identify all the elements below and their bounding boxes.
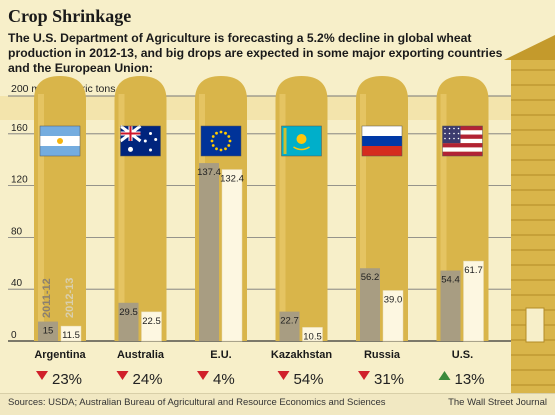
series-label-2011-12: 2011-12 <box>41 278 53 318</box>
data-label-2011-12: 56.2 <box>361 272 380 283</box>
data-label-2011-12: 54.4 <box>441 275 460 286</box>
down-arrow-icon <box>36 371 48 380</box>
data-label-2011-12: 22.7 <box>280 316 299 327</box>
kazakhstan-flag-icon <box>281 125 322 157</box>
chart-title: Crop Shrinkage <box>8 6 132 26</box>
down-arrow-icon <box>197 371 209 380</box>
change-percent: 4% <box>213 371 235 388</box>
y-tick-label: 160 <box>11 123 28 134</box>
y-tick-label: 120 <box>11 175 28 186</box>
bar-2011-12 <box>360 268 380 341</box>
data-label-2011-12: 137.4 <box>197 167 221 178</box>
silo-highlight <box>440 94 447 341</box>
russia-flag-icon <box>361 125 403 157</box>
data-label-2012-13: 11.5 <box>62 330 80 341</box>
bar-2012-13 <box>382 290 404 342</box>
data-label-2011-12: 15 <box>43 326 54 337</box>
bar-2011-12 <box>118 302 139 341</box>
silo-highlight <box>118 94 125 341</box>
barn-roof <box>504 35 555 60</box>
series-label-2012-13: 2012-13 <box>64 278 76 318</box>
bar-2012-13 <box>60 325 82 342</box>
eu-flag-icon <box>200 125 242 157</box>
data-label-2012-13: 61.7 <box>464 265 483 276</box>
change-percent: 54% <box>294 371 324 388</box>
data-label-2012-13: 39.0 <box>384 294 403 305</box>
argentina-flag-icon <box>39 125 81 157</box>
y-tick-label: 40 <box>11 278 23 289</box>
us-flag-icon <box>442 125 483 157</box>
category-label: Argentina <box>34 349 86 361</box>
chart-subtitle: The U.S. Department of Agriculture is fo… <box>8 31 503 75</box>
category-label: Kazakhstan <box>271 349 332 361</box>
down-arrow-icon <box>116 371 129 380</box>
bar-2012-13 <box>302 327 323 342</box>
bar-2011-12 <box>199 163 219 341</box>
bar-2011-12 <box>440 270 461 341</box>
up-arrow-icon <box>438 371 451 380</box>
bar-2012-13 <box>221 169 243 342</box>
down-arrow-icon <box>358 371 370 380</box>
silo-highlight <box>279 94 286 341</box>
category-label: Australia <box>117 349 165 361</box>
data-label-2012-13: 22.5 <box>142 316 161 327</box>
y-tick-label: 80 <box>11 226 23 237</box>
data-label-2012-13: 132.4 <box>220 174 244 185</box>
change-percent: 13% <box>455 371 485 388</box>
data-label-2011-12: 29.5 <box>119 307 138 318</box>
bar-2011-12 <box>38 321 58 341</box>
barn-wall <box>511 60 555 393</box>
barn-door <box>525 307 545 343</box>
category-label: E.U. <box>210 349 231 361</box>
y-tick-label: 0 <box>11 330 17 341</box>
sources-note: Sources: USDA; Australian Bureau of Agri… <box>8 397 386 408</box>
silo-highlight <box>38 94 44 341</box>
footer-bar <box>0 393 555 415</box>
credit-note: The Wall Street Journal <box>448 397 547 408</box>
change-percent: 31% <box>374 371 404 388</box>
silo-highlight <box>360 94 366 341</box>
australia-flag-icon <box>119 124 161 157</box>
data-label-2012-13: 10.5 <box>303 331 322 342</box>
category-label: Russia <box>364 349 401 361</box>
bar-2011-12 <box>279 311 300 341</box>
down-arrow-icon <box>277 371 290 380</box>
bar-2012-13 <box>141 311 162 342</box>
change-percent: 23% <box>52 371 82 388</box>
bar-2012-13 <box>463 260 484 342</box>
category-label: U.S. <box>452 349 473 361</box>
change-percent: 24% <box>133 371 163 388</box>
